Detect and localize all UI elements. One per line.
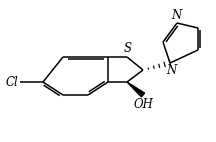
Text: OH: OH: [133, 98, 153, 111]
Text: N: N: [166, 64, 176, 77]
Text: Cl: Cl: [5, 76, 18, 88]
Text: N: N: [171, 9, 181, 22]
Polygon shape: [127, 82, 145, 97]
Text: S: S: [124, 42, 132, 55]
